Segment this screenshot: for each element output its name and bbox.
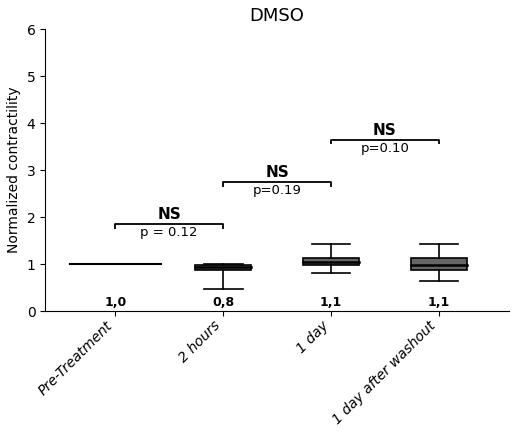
Bar xyxy=(195,265,251,270)
Text: NS: NS xyxy=(265,165,289,180)
Text: NS: NS xyxy=(157,207,181,222)
Title: DMSO: DMSO xyxy=(250,7,304,25)
Text: p=0.10: p=0.10 xyxy=(361,141,409,155)
Text: NS: NS xyxy=(373,123,397,138)
Text: 1,1: 1,1 xyxy=(428,296,450,309)
Text: p = 0.12: p = 0.12 xyxy=(140,226,198,239)
Text: 1,1: 1,1 xyxy=(320,296,342,309)
Text: 0,8: 0,8 xyxy=(212,296,234,309)
Bar xyxy=(411,259,467,270)
Text: p=0.19: p=0.19 xyxy=(253,184,301,197)
Bar xyxy=(303,258,359,266)
Text: 1,0: 1,0 xyxy=(104,296,126,309)
Y-axis label: Normalized contractility: Normalized contractility xyxy=(7,87,21,253)
